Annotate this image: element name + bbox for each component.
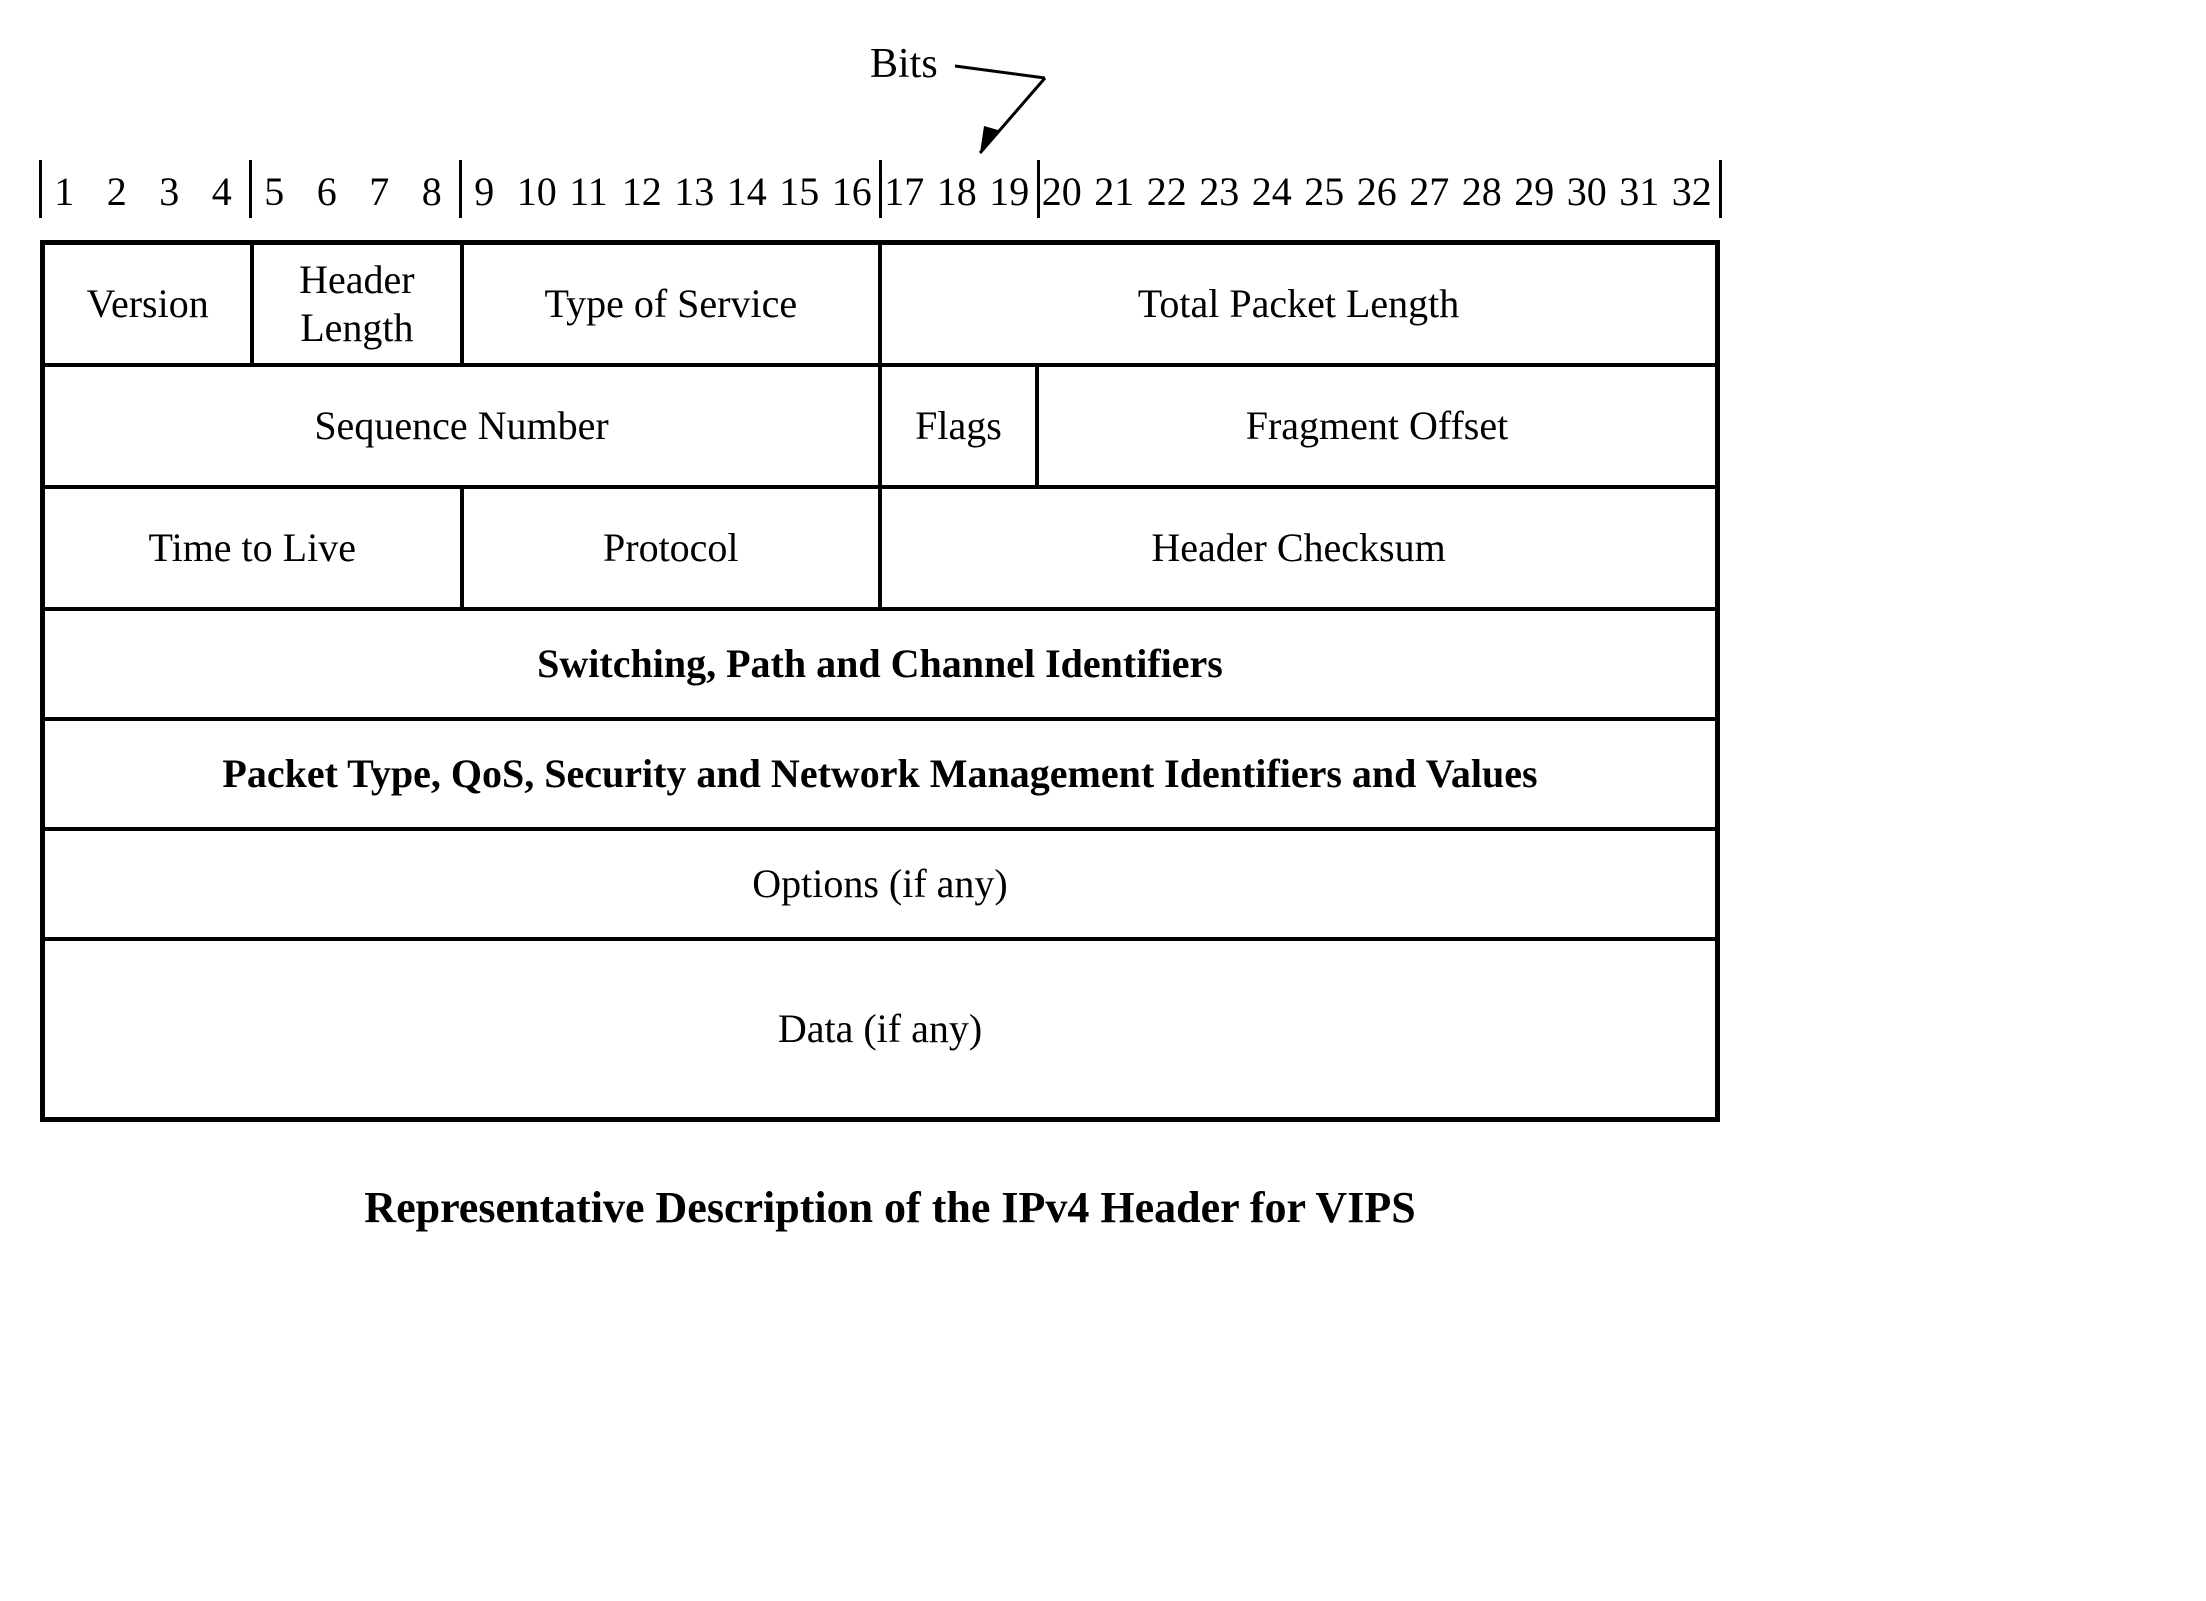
bit-number: 16	[832, 168, 872, 215]
bit-number: 23	[1199, 168, 1239, 215]
bit-number: 5	[264, 168, 284, 215]
header-field-label: Protocol	[603, 524, 739, 572]
header-row: Version HeaderLength Type of Service Total …	[43, 243, 1717, 365]
header-field-label: Time to Live	[149, 524, 356, 572]
bit-tick	[249, 160, 252, 218]
header-row: Time to Live Protocol Header Checksum	[43, 487, 1717, 609]
bit-number: 19	[989, 168, 1029, 215]
header-field: Time to Live	[43, 487, 462, 609]
bit-number: 14	[727, 168, 767, 215]
header-field-label: HeaderLength	[299, 256, 414, 352]
bit-number: 28	[1462, 168, 1502, 215]
bit-number: 12	[622, 168, 662, 215]
diagram-caption: Representative Description of the IPv4 H…	[40, 1182, 1740, 1233]
bit-number: 1	[54, 168, 74, 215]
header-field-label: Header Checksum	[1151, 524, 1445, 572]
header-field: Type of Service	[462, 243, 881, 365]
bit-number: 18	[937, 168, 977, 215]
header-row: Switching, Path and Channel Identifiers	[43, 609, 1717, 719]
header-field-label: Sequence Number	[314, 402, 608, 450]
header-field: Switching, Path and Channel Identifiers	[43, 609, 1717, 719]
bit-tick	[459, 160, 462, 218]
header-field-label: Options (if any)	[752, 860, 1008, 908]
bit-ruler: 1234567891011121314151617181920212223242…	[40, 160, 1720, 220]
bit-tick	[1719, 160, 1722, 218]
bit-number: 15	[779, 168, 819, 215]
header-field: Header Checksum	[880, 487, 1717, 609]
bit-number: 30	[1567, 168, 1607, 215]
header-field: Options (if any)	[43, 829, 1717, 939]
header-field: Protocol	[462, 487, 881, 609]
bit-number: 17	[884, 168, 924, 215]
bit-number: 32	[1672, 168, 1712, 215]
bit-number: 26	[1357, 168, 1397, 215]
header-field: Total Packet Length	[880, 243, 1717, 365]
header-field-label: Version	[87, 280, 209, 328]
bit-number: 8	[422, 168, 442, 215]
header-table: Version HeaderLength Type of Service Total …	[40, 240, 1720, 1122]
bit-number: 10	[517, 168, 557, 215]
bit-number: 31	[1619, 168, 1659, 215]
header-field-label: Flags	[915, 402, 1002, 450]
header-row: Sequence Number Flags Fragment Offset	[43, 365, 1717, 487]
bit-number: 13	[674, 168, 714, 215]
bit-number: 2	[107, 168, 127, 215]
bit-number: 9	[474, 168, 494, 215]
bit-number: 24	[1252, 168, 1292, 215]
bits-label-region: Bits	[30, 30, 1730, 150]
bit-number: 21	[1094, 168, 1134, 215]
bit-tick	[1037, 160, 1040, 218]
header-field-label: Switching, Path and Channel Identifiers	[537, 640, 1223, 688]
header-field-label: Fragment Offset	[1246, 402, 1509, 450]
bits-label: Bits	[870, 40, 938, 88]
bit-tick	[39, 160, 42, 218]
header-field: Version	[43, 243, 252, 365]
header-field: Packet Type, QoS, Security and Network M…	[43, 719, 1717, 829]
bit-number: 29	[1514, 168, 1554, 215]
ipv4-header-diagram: Bits 12345678910111213141516171819202122…	[30, 30, 1730, 1233]
bit-number: 11	[569, 168, 608, 215]
bits-arrow-icon	[950, 48, 1150, 158]
header-row: Packet Type, QoS, Security and Network M…	[43, 719, 1717, 829]
bit-number: 6	[317, 168, 337, 215]
header-field-label: Data (if any)	[778, 1005, 982, 1053]
header-row: Data (if any)	[43, 939, 1717, 1119]
bit-number: 4	[212, 168, 232, 215]
bit-number: 27	[1409, 168, 1449, 215]
header-field: HeaderLength	[252, 243, 461, 365]
header-row: Options (if any)	[43, 829, 1717, 939]
header-field-label: Total Packet Length	[1138, 280, 1460, 328]
header-field: Fragment Offset	[1037, 365, 1717, 487]
bit-number: 20	[1042, 168, 1082, 215]
bit-number: 25	[1304, 168, 1344, 215]
bit-number: 3	[159, 168, 179, 215]
header-field: Data (if any)	[43, 939, 1717, 1119]
header-field-label: Packet Type, QoS, Security and Network M…	[222, 750, 1537, 798]
bit-number: 7	[369, 168, 389, 215]
header-field: Sequence Number	[43, 365, 880, 487]
header-field: Flags	[880, 365, 1037, 487]
header-field-label: Type of Service	[544, 280, 797, 328]
bit-tick	[879, 160, 882, 218]
bit-number: 22	[1147, 168, 1187, 215]
